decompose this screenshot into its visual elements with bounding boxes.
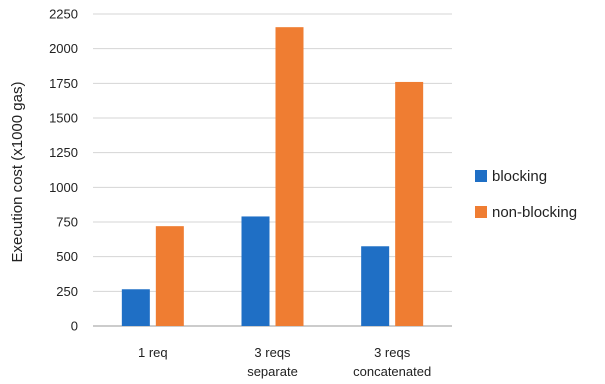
legend: blocking non-blocking — [475, 168, 577, 221]
legend-label-non-blocking: non-blocking — [492, 204, 577, 221]
legend-label-blocking: blocking — [492, 168, 547, 185]
gridlines — [93, 13, 452, 327]
y-tick-label: 1500 — [49, 111, 78, 126]
bar-blocking — [121, 289, 150, 326]
y-tick-label: 1250 — [49, 145, 78, 160]
bar-non-blocking — [155, 226, 184, 326]
y-tick-label: 2000 — [49, 41, 78, 56]
bars — [121, 27, 424, 327]
y-tick-label: 1750 — [49, 76, 78, 91]
x-tick-label: 3 reqs separate — [247, 345, 298, 379]
y-tick-label: 250 — [56, 284, 78, 299]
y-tick-label: 750 — [56, 215, 78, 230]
y-tick-label: 500 — [56, 249, 78, 264]
legend-swatch-blocking — [475, 170, 487, 182]
y-tick-label: 0 — [71, 319, 78, 334]
y-axis-ticks: 0 250 500 750 1000 1250 1500 1750 2000 2250 — [49, 7, 78, 334]
legend-swatch-non-blocking — [475, 206, 487, 218]
bar-blocking — [361, 246, 390, 326]
y-tick-label: 2250 — [49, 7, 78, 22]
y-axis-label: Execution cost (x1000 gas) — [9, 82, 26, 263]
x-tick-label: 3 reqs concatenated — [353, 345, 431, 379]
bar-non-blocking — [275, 27, 304, 326]
y-tick-label: 1000 — [49, 180, 78, 195]
x-axis-ticks: 1 req 3 reqs separate 3 reqs concatenated — [138, 345, 431, 379]
bar-blocking — [241, 216, 270, 326]
x-tick-label: 1 req — [138, 345, 168, 360]
bar-non-blocking — [395, 81, 424, 327]
